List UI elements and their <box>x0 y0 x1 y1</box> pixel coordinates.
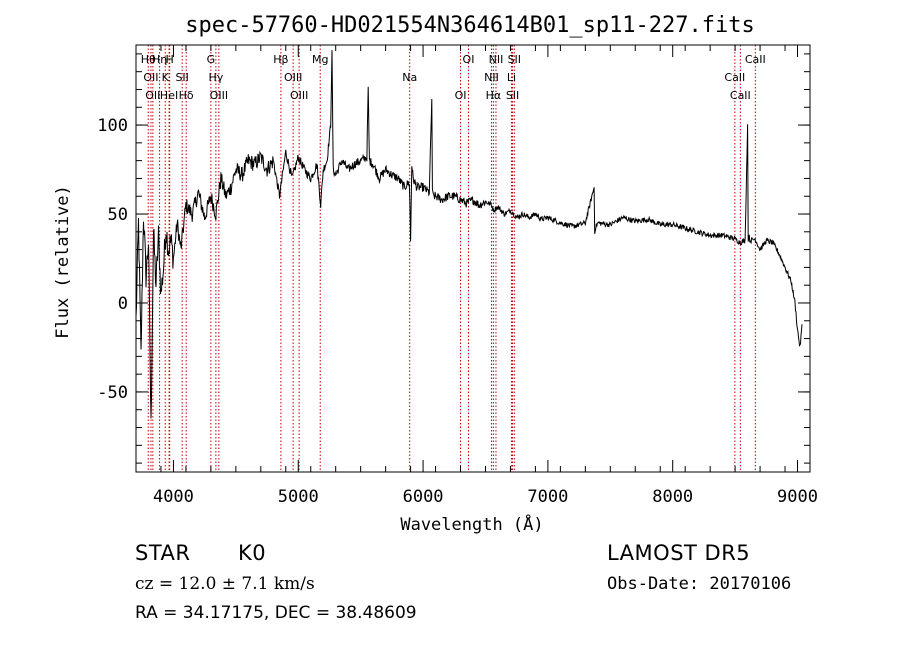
line-label: HeI <box>160 89 178 102</box>
x-tick-label: 4000 <box>153 487 194 507</box>
y-tick-label: 0 <box>118 294 128 314</box>
line-label: OIII <box>210 89 228 102</box>
line-label: OI <box>463 53 475 66</box>
spectrum-line <box>135 50 803 419</box>
line-label: SII <box>508 53 521 66</box>
x-tick-label: 9000 <box>777 487 818 507</box>
line-label: Hγ <box>208 71 223 84</box>
survey-name: LAMOST DR5 <box>607 541 751 565</box>
line-label: SII <box>175 71 188 84</box>
line-labels: HθOIIOIIHηKHeIHSIIHδGHγOIIIHβOIIIOIIIMgN… <box>141 53 766 102</box>
coordinates: RA = 34.17175, DEC = 38.48609 <box>135 603 417 623</box>
line-label: Li <box>507 71 516 84</box>
line-label: Hδ <box>179 89 194 102</box>
line-label: OII <box>145 89 160 102</box>
line-label: Hα <box>486 89 502 102</box>
y-tick-label: -50 <box>97 383 128 403</box>
line-label: H <box>166 53 174 66</box>
x-tick-label: 7000 <box>527 487 568 507</box>
y-tick-label: 50 <box>108 205 128 225</box>
line-label: Hθ <box>141 53 156 66</box>
redshift-text: cz = 12.0 ± 7.1 km/s <box>135 574 315 594</box>
line-label: K <box>162 71 170 84</box>
line-label: Na <box>402 71 417 84</box>
line-label: OI <box>455 89 467 102</box>
line-label: CaII <box>724 71 745 84</box>
line-label: NII <box>489 53 504 66</box>
reference-lines <box>147 45 756 472</box>
y-axis-label: Flux (relative) <box>53 185 73 339</box>
chart-title: spec-57760-HD021554N364614B01_sp11-227.f… <box>185 13 755 38</box>
axes: 4000 5000 6000 7000 8000 9000 0 50 100 -50 <box>97 45 818 507</box>
line-label: G <box>207 53 216 66</box>
x-tick-label: 5000 <box>278 487 319 507</box>
line-label: OIII <box>284 71 302 84</box>
line-label: NII <box>484 71 499 84</box>
line-label: OII <box>143 71 158 84</box>
plot-frame <box>135 44 811 473</box>
object-type: STAR <box>135 541 191 565</box>
x-axis-label: Wavelength (Å) <box>400 513 543 535</box>
y-tick-label: 100 <box>97 116 128 136</box>
line-label: SII <box>506 89 519 102</box>
line-label: Hη <box>152 53 167 66</box>
x-tick-label: 8000 <box>652 487 693 507</box>
line-label: Mg <box>312 53 328 66</box>
line-label: OIII <box>290 89 308 102</box>
x-tick-label: 6000 <box>403 487 444 507</box>
line-label: Hβ <box>273 53 288 66</box>
line-label: CaII <box>745 53 766 66</box>
line-label: CaII <box>730 89 751 102</box>
obs-date: Obs-Date: 20170106 <box>607 574 792 594</box>
subclass: K0 <box>238 541 267 565</box>
